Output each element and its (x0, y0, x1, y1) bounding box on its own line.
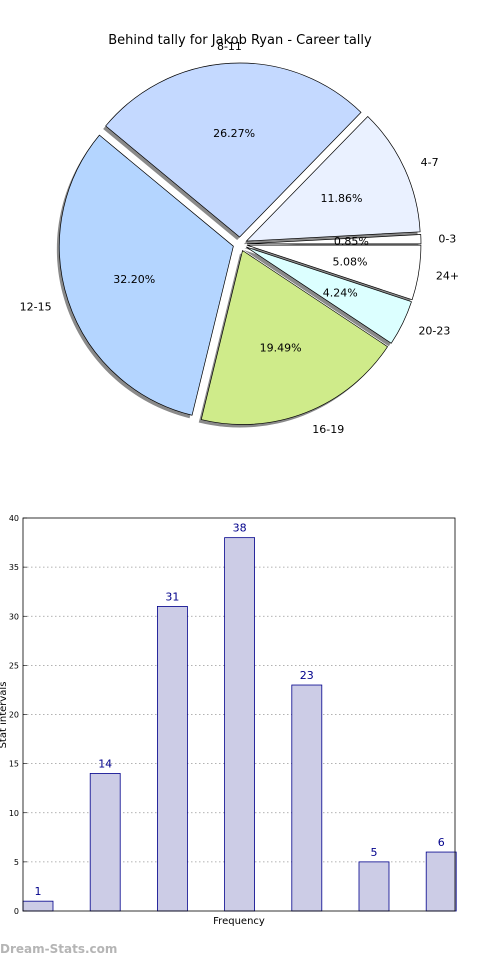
bar (156, 606, 188, 912)
pie-chart-title: Behind tally for Jakob Ryan - Career tal… (108, 33, 372, 48)
pie-slice-4-7 (245, 115, 421, 242)
y-tick-label: 15 (9, 760, 19, 769)
bar (224, 537, 256, 912)
pie-percent-20-23: 4.24% (323, 287, 358, 300)
bar-value-label: 31 (165, 590, 179, 603)
bar (358, 861, 390, 912)
pie-slice-0-3 (246, 234, 422, 245)
pie-percent-24+: 5.08% (333, 256, 368, 269)
y-tick-label: 20 (9, 711, 19, 720)
pie-percent-0-3: 0.85% (334, 235, 369, 248)
watermark: Dream-Stats.com (0, 942, 118, 956)
pie-label-12-15: 12-15 (20, 300, 52, 313)
bar-value-label: 1 (35, 885, 42, 898)
y-tick-label: 25 (9, 661, 19, 670)
y-tick-label: 10 (9, 809, 19, 818)
pie-label-0-3: 0-3 (438, 233, 456, 246)
y-tick-label: 30 (9, 612, 19, 621)
bar-value-label: 23 (300, 669, 314, 682)
bar (22, 900, 54, 912)
pie-percent-12-15: 32.20% (113, 273, 155, 286)
pie-slice-16-19 (200, 249, 389, 425)
bar-value-label: 5 (371, 846, 378, 859)
y-tick-label: 40 (9, 514, 19, 523)
bar-chart: 0 5 10 15 20 25 30 35 40 1 14 31 38 23 5 6 Frequency S… (0, 514, 457, 927)
pie-percent-16-19: 19.49% (260, 342, 302, 355)
pie-chart: Behind tally for Jakob Ryan - Career tal… (20, 33, 459, 436)
x-axis-label: Frequency (213, 916, 265, 927)
pie-label-16-19: 16-19 (312, 423, 344, 436)
y-axis-label: Stat intervals (0, 682, 9, 749)
pie-slice-8-11 (105, 62, 362, 238)
pie-label-24+: 24+ (436, 270, 459, 283)
bar-value-label: 38 (233, 522, 247, 535)
pie-label-4-7: 4-7 (421, 156, 439, 169)
bar (425, 851, 457, 912)
pie-label-8-11: 8-11 (217, 40, 242, 53)
bar-value-label: 6 (438, 836, 445, 849)
pie-slice-24+ (246, 244, 422, 301)
y-tick-label: 0 (14, 907, 19, 916)
bar (291, 684, 323, 912)
pie-label-20-23: 20-23 (418, 325, 450, 338)
pie-percent-8-11: 26.27% (213, 127, 255, 140)
bar (89, 773, 121, 912)
y-tick-label: 35 (9, 563, 19, 572)
y-tick-label: 5 (14, 858, 19, 867)
pie-slice-20-23 (246, 246, 412, 344)
pie-percent-4-7: 11.86% (320, 192, 362, 205)
bar-value-label: 14 (98, 757, 112, 770)
pie-slice-12-15 (59, 134, 234, 416)
